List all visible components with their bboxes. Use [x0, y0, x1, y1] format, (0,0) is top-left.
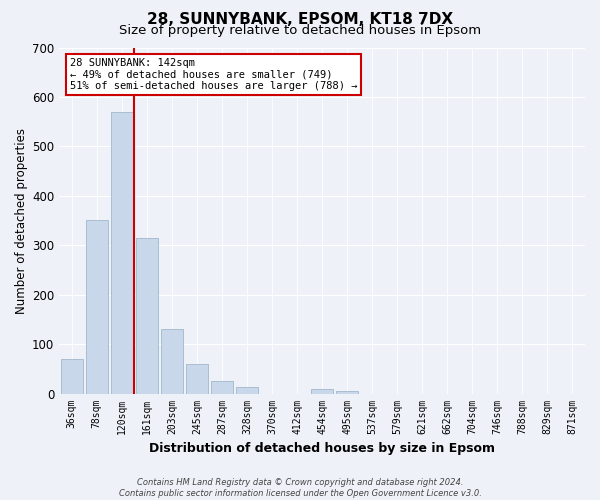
Bar [236, 386, 259, 394]
Bar [86, 220, 108, 394]
Bar [186, 364, 208, 394]
Text: Size of property relative to detached houses in Epsom: Size of property relative to detached ho… [119, 24, 481, 37]
X-axis label: Distribution of detached houses by size in Epsom: Distribution of detached houses by size … [149, 442, 495, 455]
Bar [311, 388, 334, 394]
Bar [61, 359, 83, 394]
Text: Contains HM Land Registry data © Crown copyright and database right 2024.
Contai: Contains HM Land Registry data © Crown c… [119, 478, 481, 498]
Bar [161, 330, 183, 394]
Bar [336, 391, 358, 394]
Bar [110, 112, 133, 394]
Text: 28 SUNNYBANK: 142sqm
← 49% of detached houses are smaller (749)
51% of semi-deta: 28 SUNNYBANK: 142sqm ← 49% of detached h… [70, 58, 357, 91]
Bar [136, 238, 158, 394]
Text: 28, SUNNYBANK, EPSOM, KT18 7DX: 28, SUNNYBANK, EPSOM, KT18 7DX [147, 12, 453, 28]
Y-axis label: Number of detached properties: Number of detached properties [15, 128, 28, 314]
Bar [211, 380, 233, 394]
